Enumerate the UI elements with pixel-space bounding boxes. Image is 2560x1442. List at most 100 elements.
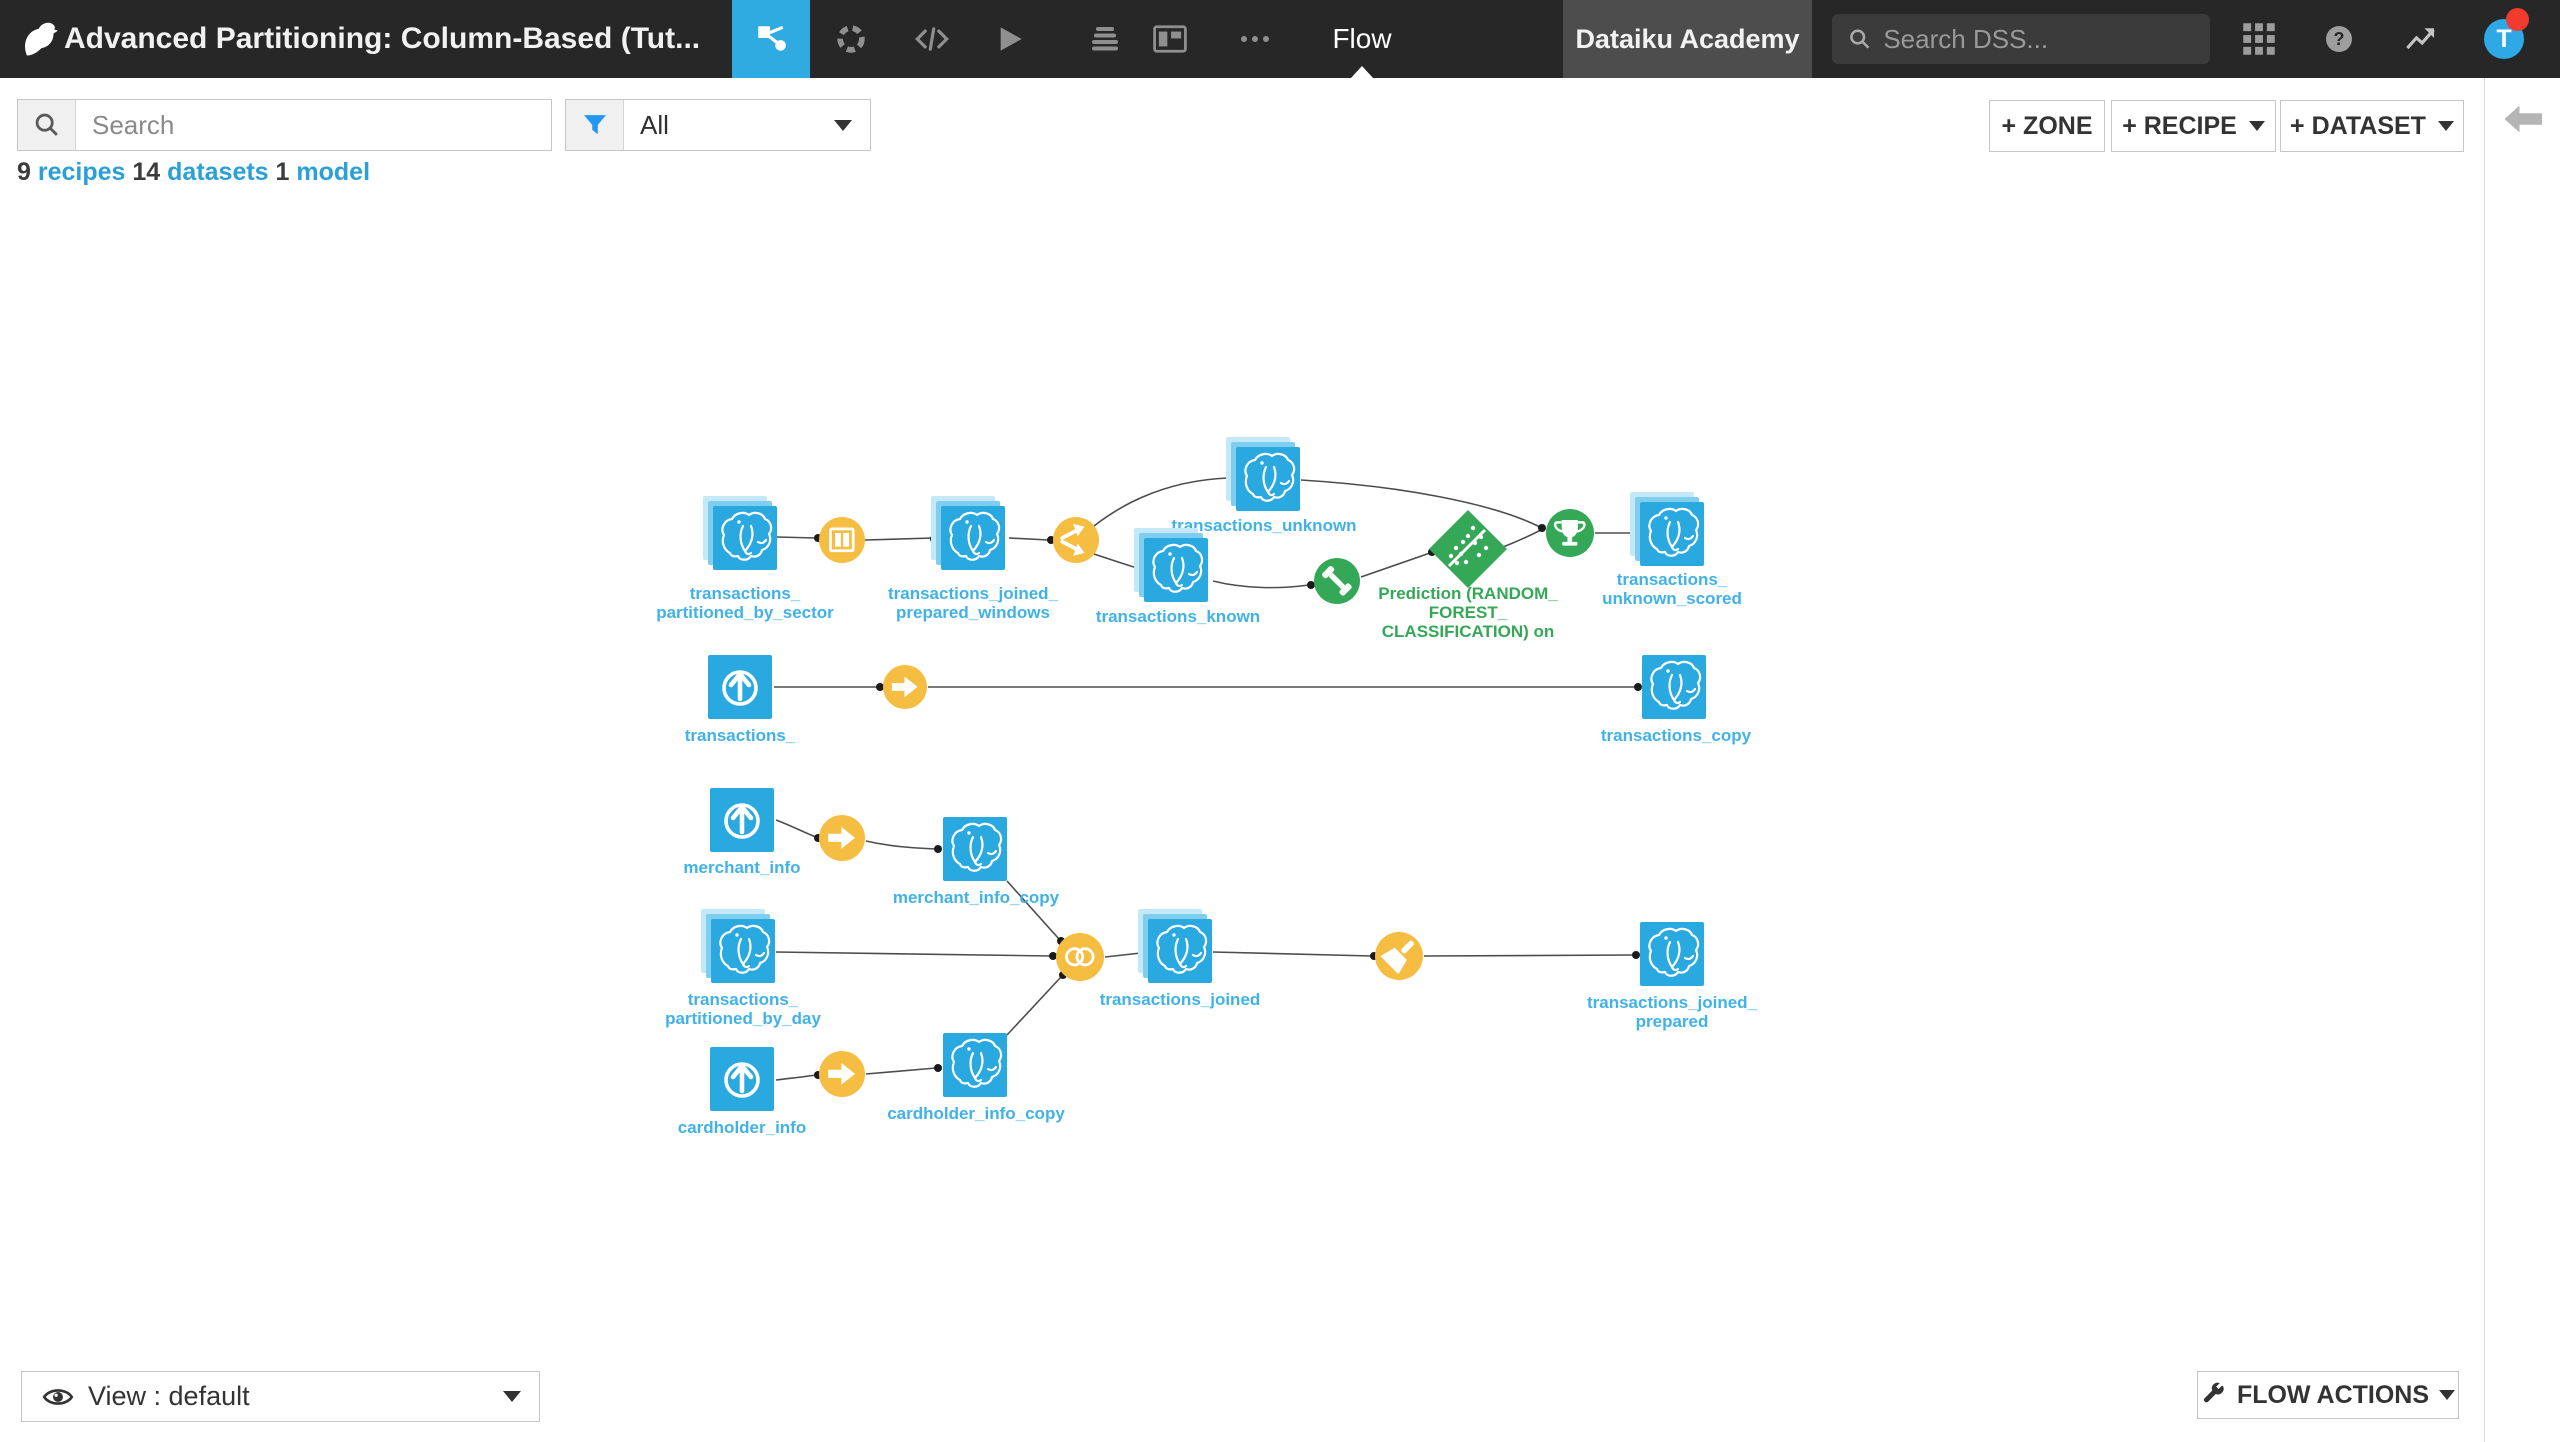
dataset-transactions_joined_prepared_windows[interactable]: [931, 496, 1005, 570]
dataset-label-transactions_partitioned_by_day: transactions_ partitioned_by_day: [665, 990, 821, 1028]
train-recipe-icon: [1322, 566, 1352, 596]
dataset-merchant_info[interactable]: [710, 788, 774, 852]
postgres-elephant-icon: [1648, 927, 1700, 977]
add-zone-button[interactable]: + ZONE: [1989, 100, 2105, 152]
dataset-square: [1640, 922, 1704, 986]
flow-search-input[interactable]: [76, 100, 551, 150]
dataset-transactions_known[interactable]: [1134, 528, 1208, 602]
expand-panel-arrow-button[interactable]: [2504, 104, 2544, 139]
dataset-square: [943, 817, 1007, 881]
saved-model-prediction-model[interactable]: [1423, 504, 1513, 599]
recipe-score[interactable]: [1546, 509, 1594, 557]
chevron-down-icon: [2439, 1390, 2456, 1400]
lab-button[interactable]: [823, 0, 879, 78]
dataset-label-transactions_joined_prepared_windows: transactions_joined_ prepared_windows: [887, 584, 1059, 622]
dataset-square: [943, 1033, 1007, 1097]
dataset-cardholder_info[interactable]: [710, 1047, 774, 1111]
add-recipe-label: + RECIPE: [2122, 111, 2237, 140]
recipe-sync-cardholder[interactable]: [819, 1051, 865, 1097]
dataset-transactions_partitioned_by_sector[interactable]: [703, 496, 777, 570]
chevron-down-icon: [834, 119, 852, 131]
postgres-elephant-icon: [1244, 452, 1296, 502]
dataset-label-merchant_info: merchant_info: [683, 858, 801, 877]
flow-nav-button[interactable]: [732, 0, 810, 78]
dataiku-logo-icon[interactable]: [16, 17, 60, 61]
add-dataset-button[interactable]: + DATASET: [2280, 100, 2464, 152]
score-recipe-icon: [1554, 520, 1586, 546]
add-recipe-button[interactable]: + RECIPE: [2111, 100, 2276, 152]
jobs-button[interactable]: [1077, 0, 1133, 78]
recipe-sync-merchant[interactable]: [819, 815, 865, 861]
dataset-label-transactions_unknown_scored: transactions_ unknown_scored: [1602, 570, 1742, 608]
dataiku-academy-button[interactable]: Dataiku Academy: [1563, 0, 1812, 78]
model-diamond-icon: [1429, 510, 1507, 588]
datasets-count-link[interactable]: datasets: [167, 158, 269, 186]
flow-actions-label: FLOW ACTIONS: [2236, 1380, 2430, 1409]
apps-button[interactable]: [2231, 0, 2287, 78]
flow-filter-dropdown[interactable]: All: [565, 99, 871, 151]
chevron-down-icon: [2248, 121, 2265, 131]
notification-badge: [2506, 8, 2529, 31]
recipe-prepare[interactable]: [1375, 932, 1423, 980]
help-button[interactable]: ?: [2311, 0, 2367, 78]
dataset-transactions_[interactable]: [708, 655, 772, 719]
flow-search-field[interactable]: [17, 99, 552, 151]
activity-button[interactable]: [2393, 0, 2449, 78]
dataset-square: [708, 655, 772, 719]
chevron-down-icon: [503, 1391, 521, 1402]
dataset-transactions_copy[interactable]: [1642, 655, 1706, 719]
postgres-elephant-icon: [949, 511, 1001, 561]
dataset-cardholder_info_copy[interactable]: [943, 1033, 1007, 1097]
recipe-split[interactable]: [1053, 517, 1099, 563]
dataset-transactions_joined[interactable]: [1138, 909, 1212, 983]
recipe-train[interactable]: [1314, 558, 1360, 604]
sync-recipe-icon: [828, 1063, 856, 1085]
upload-dataset-icon: [724, 1062, 760, 1098]
dataset-label-transactions_joined_prepared: transactions_joined_ prepared: [1586, 993, 1758, 1031]
recipe-join[interactable]: [1056, 933, 1104, 981]
right-panel-divider: [2484, 78, 2485, 1442]
trending-icon: [2406, 28, 2435, 50]
models-count: 1: [275, 158, 290, 186]
prepare-recipe-icon: [1380, 940, 1415, 975]
top-navbar: Advanced Partitioning: Column-Based (Tut…: [0, 0, 2560, 78]
dataset-transactions_unknown[interactable]: [1226, 437, 1300, 511]
dataset-label-transactions_joined: transactions_joined: [1099, 990, 1261, 1009]
postgres-elephant-icon: [721, 511, 773, 561]
global-search-input[interactable]: [1883, 23, 2194, 55]
arrow-left-icon: [2504, 105, 2542, 133]
recipe-window[interactable]: [819, 517, 865, 563]
view-selector-dropdown[interactable]: View : default: [21, 1371, 540, 1422]
postgres-elephant-icon: [951, 822, 1003, 872]
dataset-transactions_unknown_scored[interactable]: [1630, 492, 1704, 566]
dataset-merchant_info_copy[interactable]: [943, 817, 1007, 881]
dataset-transactions_joined_prepared[interactable]: [1640, 922, 1704, 986]
dashboard-icon: [1153, 25, 1187, 53]
recipe-sync-transactions[interactable]: [883, 665, 927, 709]
recipes-count-link[interactable]: recipes: [37, 158, 126, 186]
global-search[interactable]: [1832, 14, 2210, 64]
more-menu-button[interactable]: [1227, 0, 1283, 78]
filter-value: All: [640, 109, 669, 140]
code-button[interactable]: [904, 0, 960, 78]
recipes-count: 9: [17, 158, 31, 186]
dataset-transactions_partitioned_by_day[interactable]: [701, 909, 775, 983]
play-icon: [1000, 27, 1022, 51]
active-tab-caret: [1351, 66, 1373, 78]
dataset-square: [710, 788, 774, 852]
flow-actions-button[interactable]: FLOW ACTIONS: [2197, 1371, 2459, 1419]
tab-flow[interactable]: Flow: [1332, 23, 1392, 54]
dataset-label-transactions_partitioned_by_sector: transactions_ partitioned_by_sector: [656, 584, 834, 622]
flow-icon: [758, 25, 786, 51]
dataset-label-merchant_info_copy: merchant_info_copy: [892, 888, 1060, 907]
dashboard-button[interactable]: [1142, 0, 1198, 78]
flow-object-counts: 9 recipes 14 datasets 1 model: [17, 158, 370, 187]
datasets-count: 14: [132, 158, 161, 186]
view-selector-value: View : default: [88, 1381, 250, 1411]
dataset-label-transactions_known: transactions_known: [1095, 607, 1261, 626]
run-button[interactable]: [982, 0, 1038, 78]
window-recipe-icon: [829, 527, 855, 553]
models-count-link[interactable]: model: [296, 158, 371, 186]
